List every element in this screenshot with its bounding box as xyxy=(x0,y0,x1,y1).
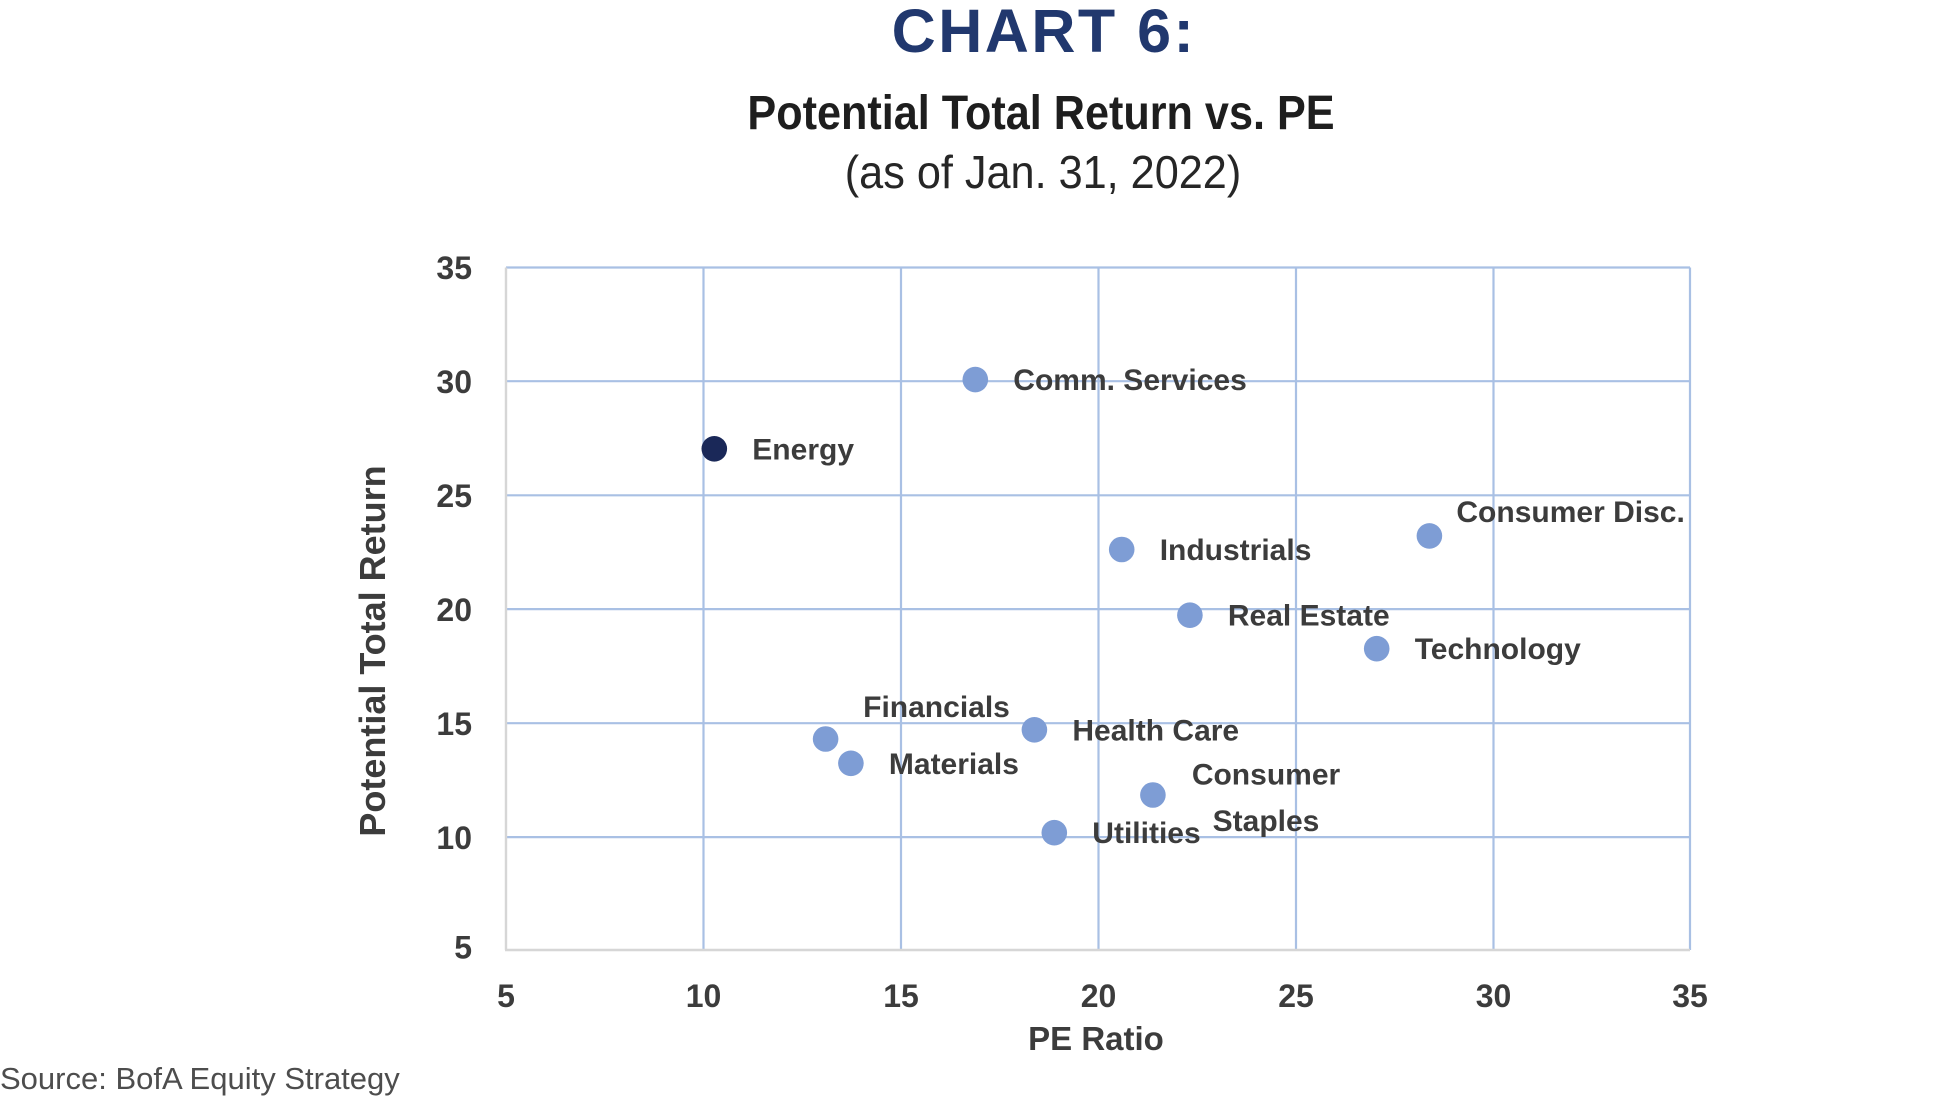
svg-text:10: 10 xyxy=(686,978,722,1014)
svg-text:Financials: Financials xyxy=(863,691,1010,724)
svg-text:5: 5 xyxy=(497,978,515,1014)
svg-text:PE Ratio: PE Ratio xyxy=(1028,1020,1164,1057)
svg-text:15: 15 xyxy=(883,978,919,1014)
svg-text:20: 20 xyxy=(1081,978,1117,1014)
svg-text:Energy: Energy xyxy=(752,433,854,466)
svg-text:Utilities: Utilities xyxy=(1092,817,1200,850)
svg-text:Consumer Disc.: Consumer Disc. xyxy=(1456,496,1684,529)
svg-text:Industrials: Industrials xyxy=(1160,534,1312,567)
svg-text:20: 20 xyxy=(436,592,472,628)
svg-text:Comm. Services: Comm. Services xyxy=(1013,364,1246,397)
svg-text:(as of Jan. 31, 2022): (as of Jan. 31, 2022) xyxy=(845,148,1241,198)
svg-text:Health Care: Health Care xyxy=(1072,714,1239,747)
svg-text:30: 30 xyxy=(436,364,472,400)
svg-text:15: 15 xyxy=(436,706,472,742)
svg-text:Real Estate: Real Estate xyxy=(1228,600,1390,633)
svg-text:25: 25 xyxy=(436,478,472,514)
svg-text:30: 30 xyxy=(1476,978,1512,1014)
svg-text:Potential Total Return vs. PE: Potential Total Return vs. PE xyxy=(747,86,1334,140)
svg-text:Materials: Materials xyxy=(889,748,1019,781)
svg-text:5: 5 xyxy=(454,930,472,966)
svg-text:CHART 6:: CHART 6: xyxy=(892,0,1197,65)
svg-text:35: 35 xyxy=(436,250,472,286)
svg-text:35: 35 xyxy=(1672,978,1708,1014)
svg-text:Consumer: Consumer xyxy=(1192,759,1341,792)
svg-text:Technology: Technology xyxy=(1415,633,1581,666)
svg-text:Staples: Staples xyxy=(1213,805,1320,838)
svg-text:Source: BofA Equity Strategy: Source: BofA Equity Strategy xyxy=(0,1061,400,1096)
svg-text:25: 25 xyxy=(1278,978,1314,1014)
svg-text:Potential Total Return: Potential Total Return xyxy=(352,465,393,836)
svg-text:10: 10 xyxy=(436,820,472,856)
